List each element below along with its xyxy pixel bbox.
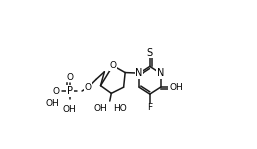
Text: O: O	[52, 87, 59, 96]
Text: OH: OH	[169, 83, 183, 92]
Text: OH: OH	[46, 99, 60, 108]
Text: F: F	[147, 103, 152, 112]
Text: OH: OH	[94, 104, 107, 113]
Text: P: P	[67, 86, 73, 96]
Text: O: O	[66, 73, 73, 82]
Text: S: S	[147, 48, 153, 58]
Text: O: O	[172, 83, 179, 92]
Text: O: O	[85, 83, 92, 92]
Text: OH: OH	[63, 105, 77, 114]
Text: N: N	[157, 68, 164, 78]
Text: N: N	[135, 68, 143, 78]
Text: H: H	[179, 83, 184, 92]
Text: HO: HO	[113, 104, 127, 113]
Text: O: O	[109, 61, 116, 70]
